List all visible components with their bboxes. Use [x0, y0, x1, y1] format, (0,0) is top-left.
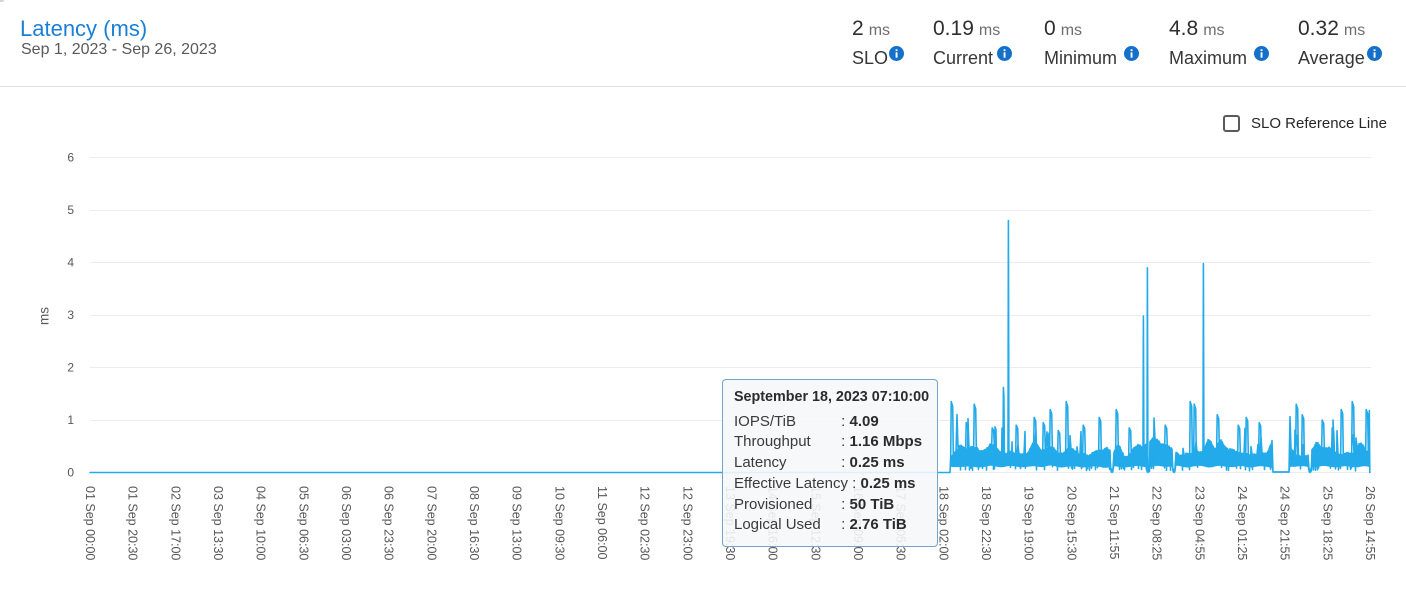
svg-text:04 Sep 10:00: 04 Sep 10:00	[254, 486, 268, 560]
svg-text:12 Sep 02:30: 12 Sep 02:30	[638, 486, 652, 560]
svg-text:03 Sep 13:30: 03 Sep 13:30	[211, 486, 225, 560]
svg-text:26 Sep 14:55: 26 Sep 14:55	[1363, 486, 1377, 560]
svg-text:02 Sep 17:00: 02 Sep 17:00	[168, 486, 182, 560]
svg-text:07 Sep 20:00: 07 Sep 20:00	[424, 486, 438, 560]
svg-text:23 Sep 04:55: 23 Sep 04:55	[1192, 486, 1206, 560]
svg-text:2: 2	[67, 361, 74, 375]
svg-text:01 Sep 00:00: 01 Sep 00:00	[83, 486, 97, 560]
svg-text:18 Sep 02:00: 18 Sep 02:00	[936, 486, 950, 560]
svg-text:12 Sep 23:00: 12 Sep 23:00	[680, 486, 694, 560]
svg-text:3: 3	[67, 308, 74, 322]
svg-text:09 Sep 13:00: 09 Sep 13:00	[510, 486, 524, 560]
svg-text:25 Sep 18:25: 25 Sep 18:25	[1320, 486, 1334, 560]
svg-text:4: 4	[67, 256, 74, 270]
svg-text:24 Sep 21:55: 24 Sep 21:55	[1278, 486, 1292, 560]
svg-text:01 Sep 20:30: 01 Sep 20:30	[126, 486, 140, 560]
svg-text:24 Sep 01:25: 24 Sep 01:25	[1235, 486, 1249, 560]
svg-text:10 Sep 09:30: 10 Sep 09:30	[552, 486, 566, 560]
svg-text:22 Sep 08:25: 22 Sep 08:25	[1150, 486, 1164, 560]
svg-text:06 Sep 03:00: 06 Sep 03:00	[339, 486, 353, 560]
svg-text:20 Sep 15:30: 20 Sep 15:30	[1064, 486, 1078, 560]
svg-text:18 Sep 22:30: 18 Sep 22:30	[979, 486, 993, 560]
svg-text:6: 6	[67, 151, 74, 165]
svg-text:06 Sep 23:30: 06 Sep 23:30	[382, 486, 396, 560]
svg-text:08 Sep 16:30: 08 Sep 16:30	[467, 486, 481, 560]
svg-text:1: 1	[67, 413, 74, 427]
svg-text:5: 5	[67, 203, 74, 217]
svg-text:0: 0	[67, 466, 74, 480]
svg-text:05 Sep 06:30: 05 Sep 06:30	[296, 486, 310, 560]
svg-text:ms: ms	[37, 307, 52, 325]
svg-text:19 Sep 19:00: 19 Sep 19:00	[1022, 486, 1036, 560]
svg-text:11 Sep 06:00: 11 Sep 06:00	[595, 486, 609, 559]
svg-text:21 Sep 11:55: 21 Sep 11:55	[1107, 486, 1121, 559]
